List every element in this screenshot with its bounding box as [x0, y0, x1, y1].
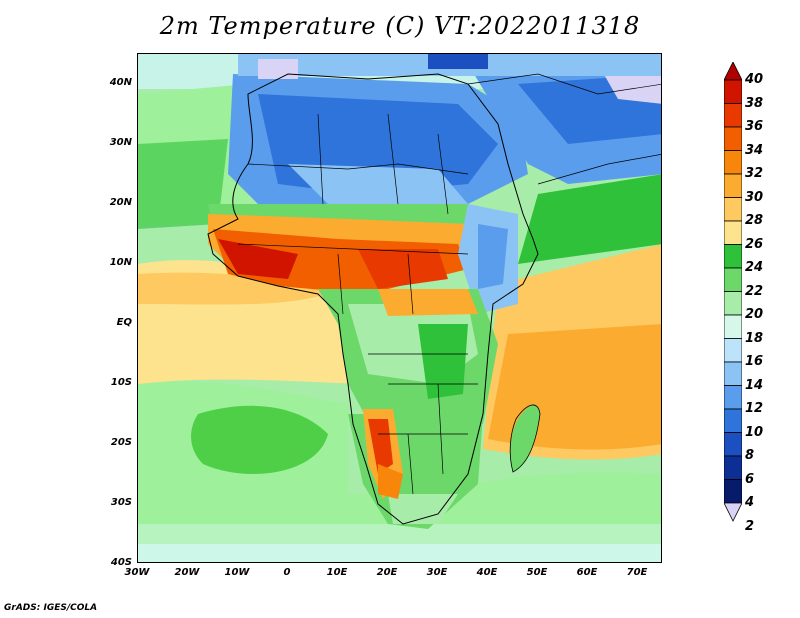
- colorbar-label: 30: [745, 189, 764, 205]
- colorbar-label: 26: [745, 236, 764, 252]
- colorbar-swatch: [724, 197, 742, 222]
- colorbar-swatch: [724, 173, 742, 198]
- colorbar-swatch: [724, 479, 742, 504]
- colorbar: [724, 62, 742, 522]
- colorbar-label: 14: [745, 377, 764, 393]
- colorbar-swatch: [724, 150, 742, 175]
- colorbar-swatch: [724, 338, 742, 363]
- colorbar-swatch: [724, 103, 742, 128]
- colorbar-label: 36: [745, 119, 764, 134]
- lon-label: 30W: [124, 567, 150, 578]
- colorbar-swatch: [724, 220, 742, 245]
- colorbar-swatch: [724, 291, 742, 316]
- colorbar-label: 16: [745, 354, 764, 369]
- colorbar-swatch: [724, 314, 742, 339]
- lon-label: 20E: [376, 567, 398, 578]
- colorbar-label: 6: [745, 471, 755, 487]
- lon-label: 30E: [426, 567, 448, 578]
- lat-label: EQ: [116, 317, 132, 328]
- temperature-field: [138, 54, 661, 562]
- credit-text: GrADS: IGES/COLA: [4, 603, 98, 613]
- lat-label: 20N: [109, 197, 132, 208]
- colorbar-label: 34: [745, 142, 764, 158]
- lat-label: 30N: [109, 137, 132, 148]
- lon-label: 60E: [576, 567, 598, 578]
- colorbar-swatch: [724, 126, 742, 151]
- colorbar-swatch: [724, 385, 742, 410]
- colorbar-label: 8: [745, 448, 755, 463]
- lon-label: 0: [283, 567, 291, 578]
- colorbar-label: 22: [745, 283, 764, 299]
- lat-label: 40N: [109, 77, 132, 88]
- lon-label: 40E: [476, 567, 498, 578]
- lat-label: 40S: [110, 557, 132, 568]
- colorbar-label: 20: [745, 307, 764, 322]
- lat-label: 20S: [110, 437, 132, 448]
- colorbar-swatch: [724, 62, 742, 81]
- colorbar-label: 12: [745, 401, 764, 416]
- temperature-map: [137, 53, 662, 563]
- lat-label: 10N: [109, 257, 132, 268]
- colorbar-label: 24: [745, 260, 764, 275]
- colorbar-label: 28: [745, 213, 764, 228]
- colorbar-swatch: [724, 267, 742, 292]
- colorbar-label: 10: [745, 424, 764, 440]
- colorbar-swatch: [724, 408, 742, 433]
- colorbar-label: 32: [745, 166, 764, 181]
- colorbar-swatch: [724, 361, 742, 386]
- colorbar-swatch: [724, 502, 742, 522]
- colorbar-swatch: [724, 79, 742, 104]
- lat-label: 30S: [110, 497, 132, 508]
- colorbar-swatch: [724, 455, 742, 480]
- lat-label: 10S: [110, 377, 132, 388]
- lon-label: 10E: [326, 567, 348, 578]
- map-title: 2m Temperature (C) VT:2022011318: [159, 12, 641, 40]
- colorbar-label: 4: [745, 495, 755, 510]
- colorbar-label: 18: [745, 330, 764, 346]
- colorbar-label: 38: [745, 95, 764, 111]
- colorbar-swatch: [724, 244, 742, 269]
- lon-label: 10W: [224, 567, 250, 578]
- colorbar-label: 40: [745, 72, 764, 87]
- lon-label: 70E: [626, 567, 648, 578]
- colorbar-label: 2: [745, 518, 755, 534]
- lon-label: 20W: [174, 567, 200, 578]
- colorbar-swatch: [724, 432, 742, 457]
- lon-label: 50E: [526, 567, 548, 578]
